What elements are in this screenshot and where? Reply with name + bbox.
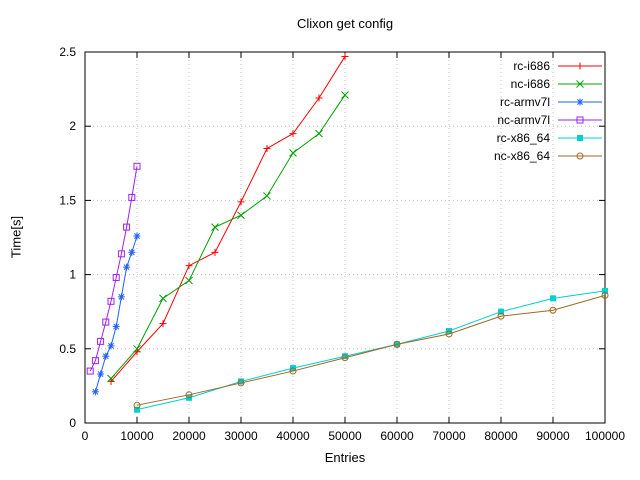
- series-rc-x86_64: [134, 287, 608, 413]
- y-tick-label: 2.5: [59, 45, 76, 59]
- series-nc-i686: [107, 91, 349, 383]
- chart-title: Clixon get config: [296, 16, 394, 31]
- legend: rc-i686 nc-i686 rc-armv7l nc-armv7l rc-x86_6…: [494, 59, 602, 163]
- legend-label-nc-x86_64: nc-x86_64: [494, 149, 550, 163]
- x-tick-label: 70000: [432, 429, 466, 443]
- x-tick-label: 50000: [328, 429, 362, 443]
- x-tick-label: 60000: [380, 429, 414, 443]
- y-tick-label: 2: [69, 119, 76, 133]
- series-nc-x86_64: [133, 291, 609, 409]
- legend-label-nc-i686: nc-i686: [511, 77, 551, 91]
- x-tick-label: 20000: [172, 429, 206, 443]
- x-tick-label: 90000: [536, 429, 570, 443]
- series-rc-armv7l: [91, 232, 141, 396]
- x-tick-label: 100000: [585, 429, 625, 443]
- grid-lines: [85, 52, 605, 423]
- y-tick-label: 1: [69, 268, 76, 282]
- x-tick-label: 40000: [276, 429, 310, 443]
- x-tick-label: 10000: [120, 429, 154, 443]
- y-tick-label: 1.5: [59, 193, 76, 207]
- series-rc-i686: [107, 52, 349, 385]
- y-tick-label: 0: [69, 416, 76, 430]
- tick-labels: 0 10000 20000 30000 40000 50000 60000 70000 8000…: [59, 45, 625, 443]
- x-tick-label: 80000: [484, 429, 518, 443]
- x-tick-label: 0: [82, 429, 89, 443]
- legend-label-rc-x86_64: rc-x86_64: [497, 131, 551, 145]
- legend-label-nc-armv7l: nc-armv7l: [497, 113, 550, 127]
- series-nc-armv7l: [86, 162, 141, 375]
- x-tick-label: 30000: [224, 429, 258, 443]
- legend-label-rc-armv7l: rc-armv7l: [500, 95, 550, 109]
- y-tick-label: 0.5: [59, 342, 76, 356]
- legend-label-rc-i686: rc-i686: [513, 59, 550, 73]
- y-axis-label: Time[s]: [8, 215, 24, 259]
- x-axis-label: Entries: [324, 450, 366, 465]
